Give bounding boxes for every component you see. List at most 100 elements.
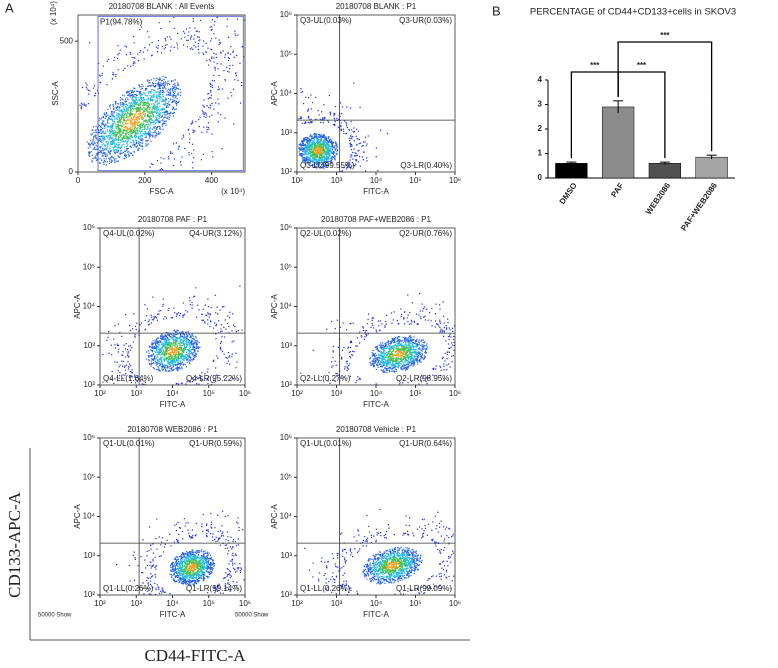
event-dot [191, 35, 193, 37]
event-dot [353, 131, 355, 133]
event-dot [135, 103, 137, 105]
event-dot [104, 144, 106, 146]
event-dot [160, 347, 163, 349]
event-dot [312, 155, 315, 157]
event-dot [181, 156, 183, 158]
event-dot [113, 382, 115, 384]
event-dot [134, 126, 136, 128]
event-dot [99, 146, 101, 148]
event-dot [148, 108, 150, 111]
event-dot [129, 118, 131, 120]
event-dot [113, 107, 115, 109]
event-dot [173, 143, 175, 145]
event-dot [162, 336, 164, 339]
event-dot [188, 340, 190, 342]
event-dot [156, 110, 158, 112]
event-dot [323, 142, 325, 144]
event-dot [202, 319, 204, 321]
event-dot [130, 106, 132, 108]
event-dot [408, 355, 410, 357]
event-dot [212, 360, 214, 362]
event-dot [143, 132, 145, 134]
event-dot [303, 149, 305, 151]
event-dot [223, 326, 225, 328]
event-dot [167, 367, 169, 369]
event-dot [218, 103, 220, 105]
event-dot [157, 313, 159, 315]
event-dot [166, 111, 168, 114]
event-dot [149, 107, 151, 109]
event-dot [213, 108, 215, 110]
event-dot [352, 135, 354, 138]
event-dot [235, 331, 237, 333]
event-dot [150, 79, 152, 81]
event-dot [121, 354, 123, 356]
event-dot [331, 366, 333, 368]
event-dot [157, 40, 159, 42]
event-dot [168, 341, 170, 343]
event-dot [147, 139, 149, 141]
event-dot [350, 143, 352, 146]
event-dot [326, 152, 328, 154]
event-dot [134, 100, 136, 102]
event-dot [148, 36, 150, 38]
event-dot [167, 83, 169, 85]
event-dot [233, 340, 235, 342]
event-dot [129, 349, 131, 351]
event-dot [147, 97, 149, 99]
event-dot [104, 137, 106, 139]
event-dot [324, 141, 326, 143]
event-dot [217, 112, 219, 114]
event-dot [393, 311, 395, 313]
event-dot [138, 126, 140, 128]
event-dot [210, 48, 212, 50]
y-tick-label: 0 [69, 167, 74, 176]
event-dot [157, 366, 159, 368]
event-dot [193, 343, 195, 345]
event-dot [152, 126, 155, 128]
event-dot [102, 116, 104, 118]
event-dot [146, 132, 148, 134]
event-dot [333, 152, 335, 154]
event-dot [328, 155, 330, 157]
event-dot [164, 104, 166, 106]
event-dot [175, 331, 177, 333]
event-dot [298, 147, 300, 149]
event-dot [300, 147, 302, 149]
event-dot [130, 94, 132, 96]
event-dot [305, 163, 307, 165]
event-dot [154, 125, 156, 127]
event-dot [333, 145, 335, 147]
event-dot [172, 336, 174, 338]
event-dot [202, 45, 204, 47]
event-dot [357, 376, 359, 378]
event-dot [331, 152, 333, 154]
event-dot [125, 46, 128, 48]
event-dot [177, 337, 179, 339]
event-dot [124, 113, 126, 115]
event-dot [169, 114, 171, 116]
event-dot [316, 156, 318, 159]
event-dot [153, 78, 155, 80]
event-dot [133, 313, 135, 315]
event-dot [217, 68, 219, 70]
event-dot [153, 108, 155, 110]
event-dot [229, 311, 231, 313]
event-dot [181, 352, 183, 354]
event-dot [132, 130, 135, 132]
event-dot [119, 119, 121, 121]
event-dot [154, 90, 156, 92]
event-dot [214, 20, 216, 23]
event-dot [139, 136, 141, 138]
event-dot [214, 69, 216, 71]
event-dot [162, 91, 164, 94]
event-dot [139, 125, 141, 127]
event-dot [110, 141, 112, 143]
event-dot [167, 117, 169, 120]
event-dot [132, 91, 134, 93]
event-dot [137, 99, 139, 101]
event-dot [160, 370, 162, 372]
event-dot [144, 127, 146, 129]
event-dot [118, 143, 120, 145]
event-dot [132, 125, 134, 127]
